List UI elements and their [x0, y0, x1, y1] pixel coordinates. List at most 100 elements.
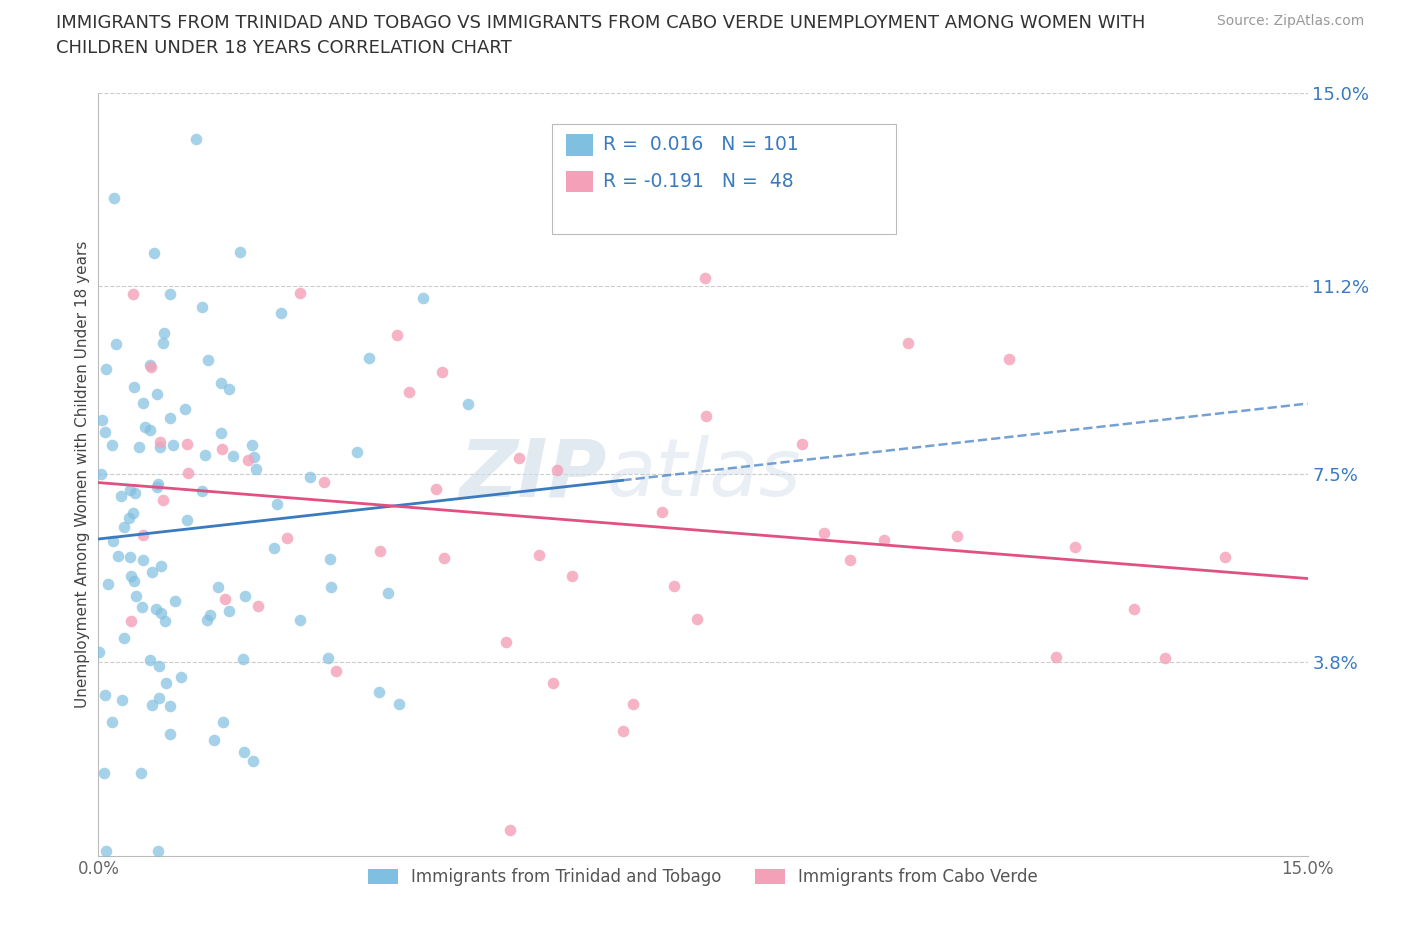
Point [124, 485, 146, 500]
Point [270, 306, 292, 321]
Point [412, 291, 434, 306]
Point [131, 600, 153, 615]
Point [165, 593, 187, 608]
Text: ZIP: ZIP [458, 435, 606, 513]
Point [546, 463, 568, 478]
Point [214, 591, 236, 606]
Point [243, 449, 266, 464]
Point [790, 436, 813, 451]
Point [94, 424, 117, 439]
Point [141, 698, 163, 712]
Point [91, 412, 114, 427]
Point [276, 531, 298, 546]
Point [897, 336, 920, 351]
Point [319, 551, 342, 566]
Point [107, 548, 129, 563]
Point [229, 245, 252, 259]
Point [159, 698, 181, 713]
Point [139, 652, 162, 667]
Point [612, 724, 634, 738]
Point [129, 765, 152, 780]
Point [543, 675, 565, 690]
Text: IMMIGRANTS FROM TRINIDAD AND TOBAGO VS IMMIGRANTS FROM CABO VERDE UNEMPLOYMENT A: IMMIGRANTS FROM TRINIDAD AND TOBAGO VS I… [56, 14, 1146, 32]
Point [177, 466, 200, 481]
Point [385, 327, 408, 342]
Point [145, 387, 167, 402]
Point [245, 462, 267, 477]
Point [132, 552, 155, 567]
Point [94, 688, 117, 703]
Point [184, 131, 207, 146]
Point [236, 452, 259, 467]
Point [141, 565, 163, 579]
Point [207, 579, 229, 594]
Point [118, 483, 141, 498]
Point [155, 676, 177, 691]
Point [233, 744, 256, 759]
Point [148, 658, 170, 673]
Point [202, 732, 225, 747]
Point [377, 586, 399, 601]
Point [162, 438, 184, 453]
Point [247, 599, 270, 614]
Point [233, 589, 256, 604]
Point [838, 552, 860, 567]
Point [495, 634, 517, 649]
Point [93, 766, 115, 781]
Point [398, 385, 420, 400]
Point [1213, 550, 1236, 565]
Point [159, 286, 181, 301]
Point [120, 569, 142, 584]
Point [90, 466, 112, 481]
Point [191, 484, 214, 498]
Point [103, 191, 125, 206]
Point [198, 607, 221, 622]
Point [132, 527, 155, 542]
Point [101, 533, 124, 548]
Point [240, 437, 263, 452]
Point [508, 451, 530, 466]
Point [120, 613, 142, 628]
Point [112, 631, 135, 645]
Point [288, 612, 311, 627]
Point [359, 351, 381, 365]
Point [146, 476, 169, 491]
Point [176, 512, 198, 527]
Text: atlas: atlas [606, 435, 801, 513]
Point [314, 475, 336, 490]
Point [94, 844, 117, 858]
Point [325, 663, 347, 678]
Point [370, 544, 392, 559]
Point [152, 326, 174, 340]
Point [87, 644, 110, 659]
Point [145, 602, 167, 617]
Point [1123, 602, 1146, 617]
Point [122, 505, 145, 520]
Point [218, 604, 240, 618]
Point [110, 488, 132, 503]
Point [242, 753, 264, 768]
Text: R = -0.191   N =  48: R = -0.191 N = 48 [603, 172, 793, 191]
Point [118, 550, 141, 565]
Point [128, 440, 150, 455]
Point [263, 541, 285, 556]
Point [122, 380, 145, 395]
Point [319, 579, 342, 594]
Point [132, 396, 155, 411]
Text: R =  0.016   N = 101: R = 0.016 N = 101 [603, 136, 799, 154]
Point [346, 445, 368, 459]
Point [195, 612, 218, 627]
Point [498, 823, 520, 838]
Point [561, 568, 583, 583]
FancyBboxPatch shape [551, 124, 897, 234]
Point [998, 352, 1021, 366]
Point [148, 690, 170, 705]
Point [149, 439, 172, 454]
Point [139, 357, 162, 372]
Point [139, 423, 162, 438]
Point [368, 684, 391, 699]
Point [218, 381, 240, 396]
Point [149, 558, 172, 573]
Text: CHILDREN UNDER 18 YEARS CORRELATION CHART: CHILDREN UNDER 18 YEARS CORRELATION CHAR… [56, 39, 512, 57]
Point [101, 438, 124, 453]
